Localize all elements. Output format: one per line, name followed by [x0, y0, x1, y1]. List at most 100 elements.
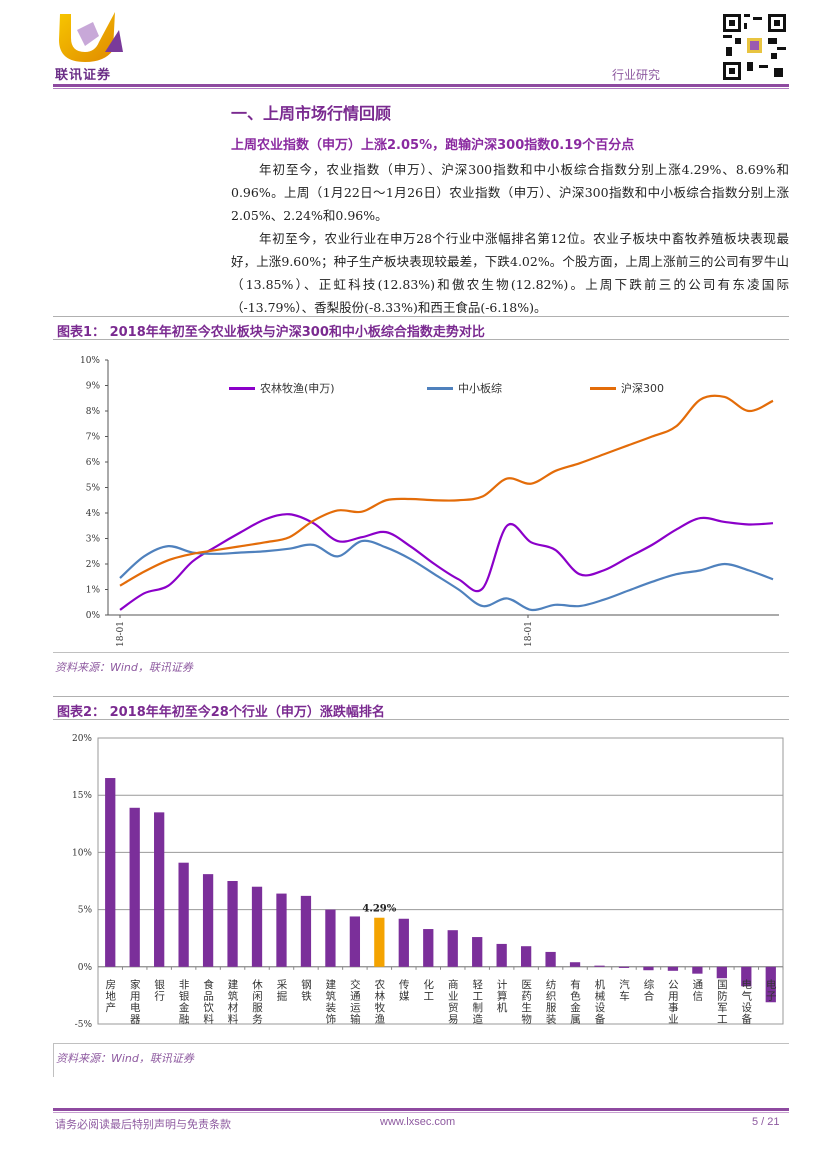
figure-2-source-bar: 资料来源：Wind，联讯证券 [53, 1043, 789, 1077]
x-tick-label: 公用事业 [667, 979, 679, 1025]
subsection-heading: 上周农业指数（申万）上涨2.05%，跑输沪深300指数0.19个百分点 [231, 138, 635, 153]
x-tick-label: 钢铁 [300, 978, 312, 1002]
figure-2-source: 资料来源：Wind，联讯证券 [56, 1052, 194, 1065]
x-tick-label: 轻工制造 [471, 978, 483, 1025]
legend-item-sme: 中小板综 [427, 380, 502, 396]
logo-text: 联讯证券 [55, 68, 112, 83]
paragraph-1: 年初至今，农业指数（申万）、沪深300指数和中小板综合指数分别上涨4.29%、8… [231, 162, 789, 223]
x-tick-label: 商业贸易 [447, 978, 459, 1025]
qr-code-icon [723, 14, 786, 80]
y-tick-label: 9% [86, 382, 101, 392]
header-divider-thin [53, 88, 789, 89]
x-tick-label: 休闲服务 [251, 979, 263, 1025]
bar-纺织服装 [545, 951, 556, 967]
x-tick-label: 传媒 [398, 979, 410, 1002]
data-label-highlight: 4.29% [362, 904, 396, 915]
series-line-0 [119, 513, 774, 611]
bar-传媒 [398, 918, 409, 967]
y-tick-label: 20% [72, 734, 92, 744]
legend-swatch-sme [427, 386, 453, 390]
x-tick-label: 国防军工 [716, 979, 728, 1025]
bar-综合 [643, 966, 654, 971]
company-logo [55, 10, 127, 62]
x-tick-label: 计算机 [496, 978, 508, 1013]
x-tick-label: 家用电器 [129, 978, 141, 1025]
x-tick-label: 机械设备 [594, 978, 606, 1025]
legend-label-sme: 中小板综 [458, 382, 502, 395]
bar-家用电器 [129, 807, 140, 967]
line-chart: 0% 1% 2% 3% 4% 5% 6% 7% 8% 9% 10% 18-01 18-01 农林牧渔(申… [53, 342, 789, 652]
bar-非银金融 [178, 862, 189, 967]
y-tick-label: 4% [86, 509, 101, 519]
bar-食品饮料 [202, 874, 214, 967]
footer-divider-thin [53, 1112, 789, 1113]
y-tick-label: 8% [86, 407, 101, 417]
line-chart-svg: 0% 1% 2% 3% 4% 5% 6% 7% 8% 9% 10% 18-01 18-01 [80, 356, 779, 647]
x-tick-label: 建筑材料 [227, 978, 239, 1025]
series-line-1 [119, 539, 774, 612]
x-tick-label: 18-01 [524, 621, 534, 647]
y-tick-label: 6% [86, 458, 101, 468]
plot-frame [97, 737, 784, 1025]
bar-钢铁 [300, 895, 312, 967]
paragraph-2: 年初至今，农业行业在申万28个行业中涨幅排名第12位。农业子板块中畜牧养殖板块表… [231, 231, 789, 315]
x-tick-label: 电子 [765, 978, 777, 1002]
bar-银行 [154, 812, 165, 967]
bar-化工 [423, 929, 434, 967]
section-label: 行业研究 [612, 68, 661, 82]
section-heading: 一、上周市场行情回顾 [231, 104, 392, 123]
bar-医药生物 [520, 946, 532, 967]
bar-有色金属 [569, 962, 581, 967]
bar-商业贸易 [447, 930, 458, 967]
y-tick-label: 10% [72, 848, 92, 858]
bar-建筑材料 [227, 881, 238, 967]
bar-chart-svg: -5% 0% 5% 10% 15% 20% 房地产 家用电器 银行 非银金融 食品饮料 建筑材料 休闲服… [72, 734, 784, 1030]
bar-公用事业 [667, 966, 679, 971]
y-tick-label: 0% [86, 611, 101, 621]
series-line-2 [119, 394, 774, 587]
x-tick-label: 农林牧渔 [373, 978, 385, 1025]
y-tick-label: 15% [72, 791, 92, 801]
legend-label-csi300: 沪深300 [621, 382, 664, 395]
bar-轻工制造 [472, 937, 483, 967]
x-tick-label: 医药生物 [520, 979, 532, 1025]
bar-采掘 [276, 893, 287, 967]
legend-item-csi300: 沪深300 [590, 380, 664, 396]
x-tick-label: 银行 [153, 978, 165, 1002]
legend-swatch-agri [229, 386, 255, 390]
x-tick-label: 交通运输 [349, 978, 361, 1025]
figure-1-title-bar: 图表1： 2018年年初至今农业板块与沪深300和中小板综合指数走势对比 [53, 316, 789, 340]
bar-通信 [692, 966, 703, 974]
bar-房地产 [105, 778, 116, 967]
y-tick-label: 10% [80, 356, 100, 366]
x-tick-label: 电气设备 [740, 978, 752, 1025]
page-number: 5 / 21 [752, 1116, 780, 1128]
bar-汽车 [618, 966, 630, 968]
legend-item-agri: 农林牧渔(申万) [229, 380, 335, 396]
y-tick-label: -5% [75, 1020, 93, 1030]
footer-divider [53, 1108, 789, 1111]
y-tick-label: 5% [86, 484, 101, 494]
x-tick-label: 18-01 [116, 621, 126, 647]
x-tick-label: 通信 [691, 979, 703, 1002]
x-tick-label: 综合 [642, 978, 654, 1002]
footer-website-link[interactable]: www.lxsec.com [380, 1116, 456, 1128]
legend-swatch-csi300 [590, 386, 616, 390]
x-tick-label: 建筑装饰 [324, 978, 336, 1025]
footer-disclaimer[interactable]: 请务必阅读最后特别声明与免责条款 [55, 1119, 231, 1131]
bar-休闲服务 [251, 886, 263, 967]
bar-交通运输 [349, 916, 361, 967]
bar-国防军工 [716, 966, 727, 979]
figure-1-title: 图表1： 2018年年初至今农业板块与沪深300和中小板综合指数走势对比 [57, 325, 485, 340]
bar-机械设备 [594, 965, 605, 967]
y-tick-label: 7% [86, 433, 101, 443]
figure-1-source: 资料来源：Wind，联讯证券 [55, 661, 193, 674]
bar-农林牧渔 [374, 917, 385, 967]
y-tick-label: 0% [78, 963, 93, 973]
x-tick-label: 化工 [422, 978, 434, 1002]
y-tick-label: 2% [86, 560, 101, 570]
x-tick-label: 有色金属 [569, 978, 581, 1025]
x-tick-label: 汽车 [618, 978, 630, 1002]
x-tick-label: 非银金融 [178, 979, 190, 1025]
x-tick-label: 纺织服装 [545, 978, 557, 1025]
